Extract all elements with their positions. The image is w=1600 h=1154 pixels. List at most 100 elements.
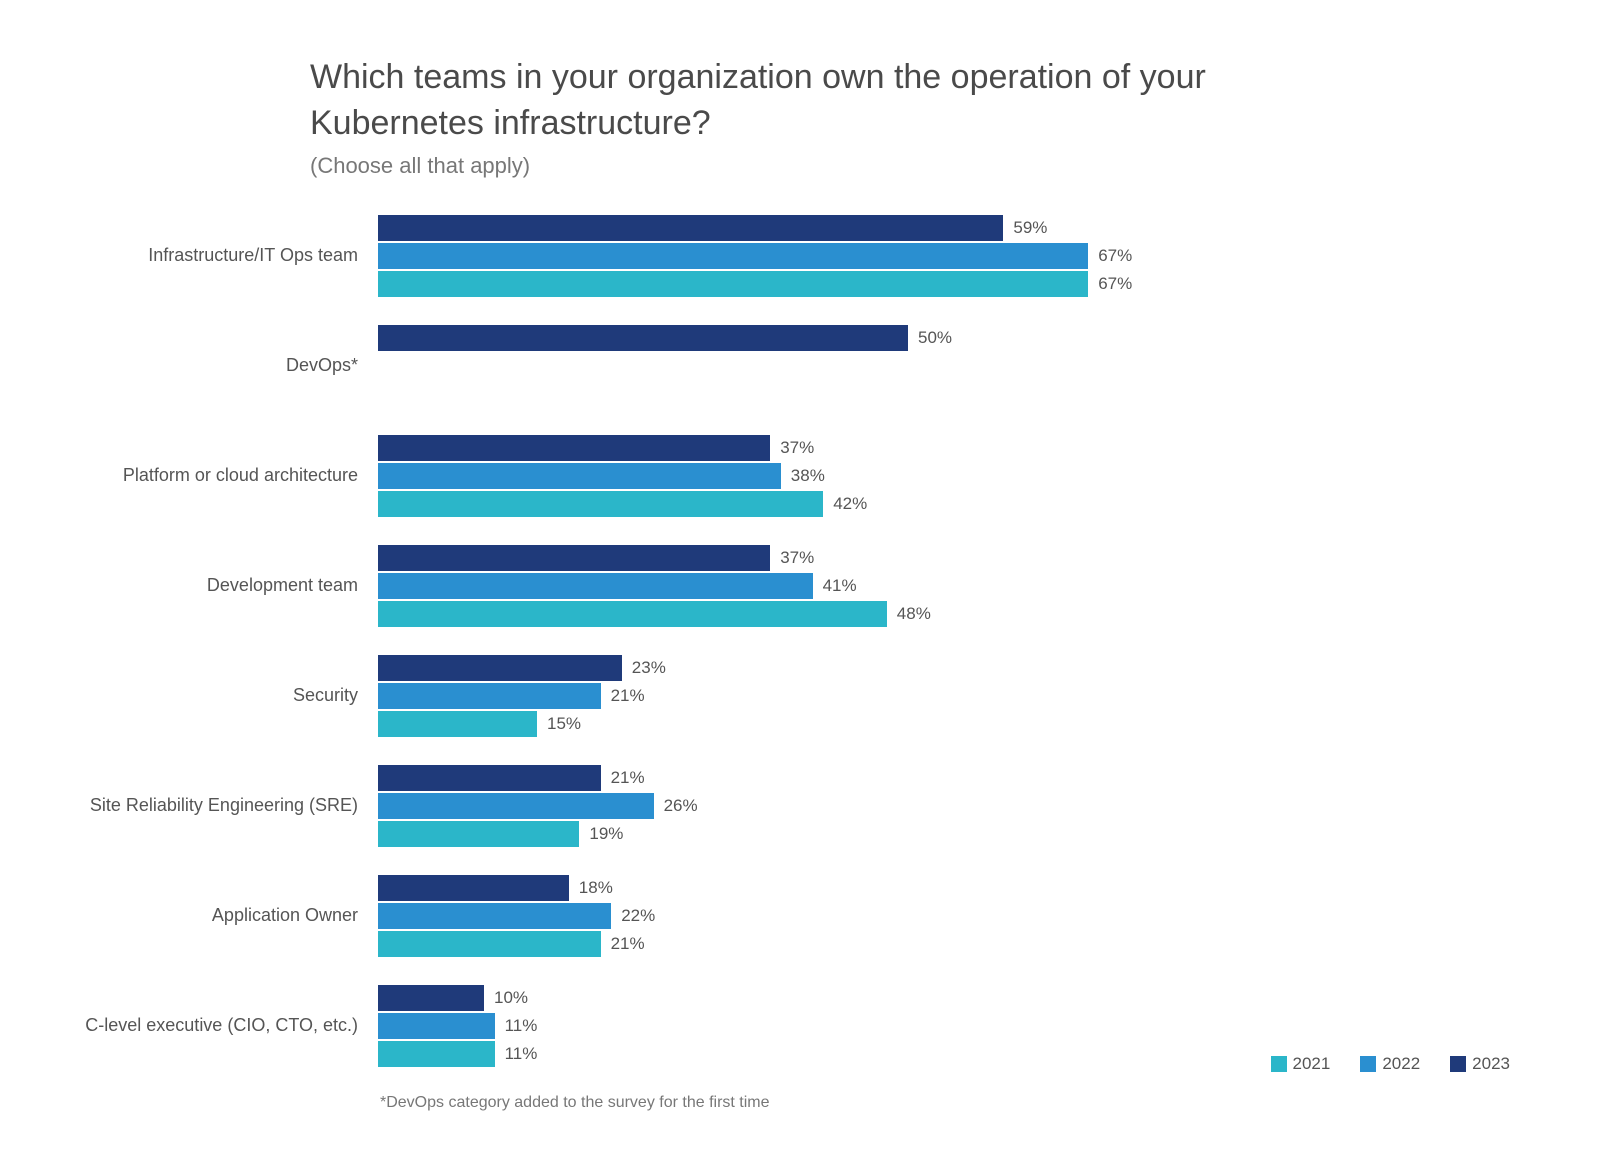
bar xyxy=(378,655,622,681)
legend-swatch xyxy=(1360,1056,1376,1072)
bars-container: 23% 21% 15% xyxy=(378,654,1520,738)
bar xyxy=(378,1013,495,1039)
legend-label: 2021 xyxy=(1293,1054,1331,1074)
bar-value-label: 67% xyxy=(1098,246,1132,266)
bar xyxy=(378,435,770,461)
bar-row: 67% xyxy=(378,271,1520,297)
bars-container: 37% 41% 48% xyxy=(378,544,1520,628)
bars-container: 50% xyxy=(378,324,1520,408)
bar-row: 41% xyxy=(378,573,1520,599)
bar xyxy=(378,601,887,627)
bars-container: 59% 67% 67% xyxy=(378,214,1520,298)
bar-row: 18% xyxy=(378,875,1520,901)
legend-item: 2023 xyxy=(1450,1054,1510,1074)
bar-value-label: 42% xyxy=(833,494,867,514)
bar xyxy=(378,875,569,901)
bar xyxy=(378,271,1088,297)
bar-value-label: 22% xyxy=(621,906,655,926)
bar xyxy=(378,683,601,709)
category-group: Platform or cloud architecture 37% 38% 42% xyxy=(80,434,1520,518)
bar-row: 11% xyxy=(378,1013,1520,1039)
bar-value-label: 11% xyxy=(505,1044,538,1064)
legend-item: 2022 xyxy=(1360,1054,1420,1074)
bar-row: 10% xyxy=(378,985,1520,1011)
bar-row: 50% xyxy=(378,325,1520,351)
category-group: Security23% 21% 15% xyxy=(80,654,1520,738)
bar-row: 21% xyxy=(378,931,1520,957)
bar xyxy=(378,931,601,957)
bar xyxy=(378,765,601,791)
bar-value-label: 37% xyxy=(780,548,814,568)
bar-value-label: 41% xyxy=(823,576,857,596)
category-label: Development team xyxy=(80,574,378,597)
bar xyxy=(378,1041,495,1067)
bar-row: 23% xyxy=(378,655,1520,681)
legend-label: 2023 xyxy=(1472,1054,1510,1074)
bar-row: 26% xyxy=(378,793,1520,819)
category-group: Infrastructure/IT Ops team 59% 67% 67% xyxy=(80,214,1520,298)
bar xyxy=(378,243,1088,269)
bar-row: 42% xyxy=(378,491,1520,517)
bar xyxy=(378,491,823,517)
legend-item: 2021 xyxy=(1271,1054,1331,1074)
bars-container: 18% 22% 21% xyxy=(378,874,1520,958)
category-label: Application Owner xyxy=(80,904,378,927)
bar-row: 38% xyxy=(378,463,1520,489)
category-label: Site Reliability Engineering (SRE) xyxy=(80,794,378,817)
bar-value-label: 21% xyxy=(611,768,645,788)
category-group: DevOps* 50% xyxy=(80,324,1520,408)
bar-value-label: 19% xyxy=(589,824,623,844)
chart-title: Which teams in your organization own the… xyxy=(310,55,1210,147)
category-label: Infrastructure/IT Ops team xyxy=(80,244,378,267)
bar-row: 48% xyxy=(378,601,1520,627)
bar-row: 21% xyxy=(378,765,1520,791)
bar-value-label: 50% xyxy=(918,328,952,348)
bar-value-label: 15% xyxy=(547,714,581,734)
legend-swatch xyxy=(1450,1056,1466,1072)
bar-value-label: 11% xyxy=(505,1016,538,1036)
chart-canvas: Which teams in your organization own the… xyxy=(0,0,1600,1154)
legend-swatch xyxy=(1271,1056,1287,1072)
bar xyxy=(378,793,654,819)
bar xyxy=(378,215,1003,241)
bar xyxy=(378,903,611,929)
category-label: C-level executive (CIO, CTO, etc.) xyxy=(80,1014,378,1037)
category-label: Security xyxy=(80,684,378,707)
chart-footnote: *DevOps category added to the survey for… xyxy=(380,1094,1520,1112)
chart-legend: 2021 2022 2023 xyxy=(1271,1054,1510,1074)
bar-chart: Infrastructure/IT Ops team 59% 67% 67% DevOp… xyxy=(80,214,1520,1068)
bar-row: 15% xyxy=(378,711,1520,737)
bar-row: 59% xyxy=(378,215,1520,241)
bar xyxy=(378,711,537,737)
bar-value-label: 37% xyxy=(780,438,814,458)
bar-value-label: 18% xyxy=(579,878,613,898)
bar-row xyxy=(378,353,1520,379)
bar xyxy=(378,573,813,599)
chart-subtitle: (Choose all that apply) xyxy=(310,153,1520,179)
bar-row: 21% xyxy=(378,683,1520,709)
bar-value-label: 67% xyxy=(1098,274,1132,294)
bars-container: 37% 38% 42% xyxy=(378,434,1520,518)
bar-value-label: 10% xyxy=(494,988,528,1008)
category-group: Site Reliability Engineering (SRE) 21% 26%… xyxy=(80,764,1520,848)
bar-value-label: 21% xyxy=(611,934,645,954)
bar-value-label: 21% xyxy=(611,686,645,706)
category-group: Development team 37% 41% 48% xyxy=(80,544,1520,628)
bar-row: 37% xyxy=(378,435,1520,461)
bars-container: 21% 26% 19% xyxy=(378,764,1520,848)
bar-value-label: 38% xyxy=(791,466,825,486)
bar-value-label: 59% xyxy=(1013,218,1047,238)
bar-value-label: 48% xyxy=(897,604,931,624)
category-group: Application Owner 18% 22% 21% xyxy=(80,874,1520,958)
bar xyxy=(378,463,781,489)
category-label: DevOps* xyxy=(80,354,378,377)
bar-row: 67% xyxy=(378,243,1520,269)
bar-row: 37% xyxy=(378,545,1520,571)
bar-row xyxy=(378,381,1520,407)
legend-label: 2022 xyxy=(1382,1054,1420,1074)
bar xyxy=(378,545,770,571)
category-label: Platform or cloud architecture xyxy=(80,464,378,487)
bar-value-label: 26% xyxy=(664,796,698,816)
bar xyxy=(378,325,908,351)
bar-row: 19% xyxy=(378,821,1520,847)
